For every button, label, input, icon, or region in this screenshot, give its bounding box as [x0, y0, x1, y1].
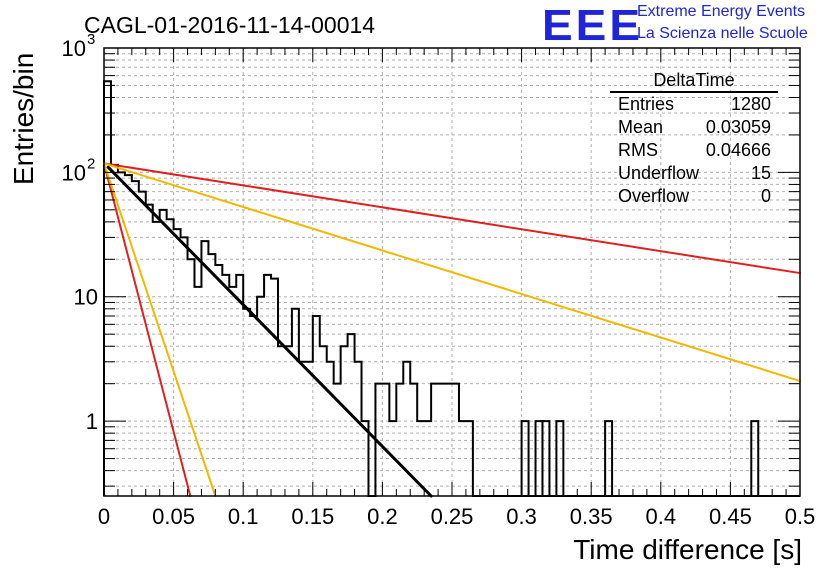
- plot-title: CAGL-01-2016-11-14-00014: [84, 12, 376, 38]
- stats-label: Entries: [618, 94, 675, 114]
- x-tick-label: 0.3: [506, 504, 537, 529]
- histogram-bin: [541, 420, 551, 496]
- y-tick-exponent: 2: [87, 155, 95, 172]
- histogram-bin: [750, 420, 760, 496]
- stats-label: Mean: [618, 117, 664, 137]
- fit-lines: [103, 162, 801, 498]
- y-tick-label: 10: [74, 285, 98, 310]
- stats-box: DeltaTime Entries 1280 Mean 0.03059 RMS …: [610, 70, 778, 208]
- stats-row-rms: RMS 0.04666: [610, 139, 778, 162]
- stats-row-entries: Entries 1280: [610, 93, 778, 116]
- stats-row-overflow: Overflow 0: [610, 185, 778, 208]
- exponential-fit-line: [106, 165, 433, 498]
- logo-line-1: Extreme Energy Events: [637, 3, 806, 20]
- stats-row-mean: Mean 0.03059: [610, 116, 778, 139]
- stats-title: DeltaTime: [610, 70, 778, 93]
- reference-line: [103, 162, 801, 383]
- stats-label: Underflow: [618, 163, 700, 183]
- y-axis-label: Entries/bin: [8, 52, 39, 185]
- reference-line: [103, 162, 192, 497]
- x-tick-label: 0.15: [291, 504, 334, 529]
- eee-logo: EEE: [542, 0, 644, 50]
- logo-line-2: La Scienza nelle Scuole: [637, 25, 808, 42]
- stats-row-underflow: Underflow 15: [610, 162, 778, 185]
- histogram-bin: [555, 420, 565, 496]
- histogram-bin: [520, 420, 530, 496]
- x-tick-labels: 0 0.05 0.1 0.15 0.2 0.25 0.3 0.35 0.4 0.45 0.5: [98, 504, 815, 529]
- x-tick-label: 0.45: [709, 504, 752, 529]
- x-tick-label: 0.25: [431, 504, 474, 529]
- histogram-bin: [604, 420, 614, 496]
- stats-value: 0: [760, 186, 771, 206]
- y-tick-label: 10: [62, 36, 86, 61]
- stats-label: Overflow: [618, 186, 690, 206]
- axis-ticks: [103, 48, 801, 496]
- reference-line: [103, 162, 801, 275]
- x-tick-label: 0.2: [367, 504, 398, 529]
- x-tick-label: 0.05: [152, 504, 195, 529]
- x-tick-label: 0.5: [785, 504, 816, 529]
- x-tick-label: 0: [98, 504, 110, 529]
- reference-line: [103, 162, 217, 497]
- x-tick-label: 0.35: [570, 504, 613, 529]
- stats-value: 1280: [730, 94, 771, 114]
- stats-value: 0.03059: [705, 117, 771, 137]
- x-tick-label: 0.1: [228, 504, 259, 529]
- stats-label: RMS: [618, 140, 658, 160]
- stats-value: 15: [750, 163, 771, 183]
- y-tick-label: 10: [62, 160, 86, 185]
- stats-value: 0.04666: [705, 140, 771, 160]
- x-tick-label: 0.4: [646, 504, 677, 529]
- y-tick-label: 1: [86, 409, 98, 434]
- y-tick-exponent: 3: [87, 31, 95, 48]
- grid-lines: [104, 48, 800, 496]
- x-axis-label: Time difference [s]: [573, 534, 802, 565]
